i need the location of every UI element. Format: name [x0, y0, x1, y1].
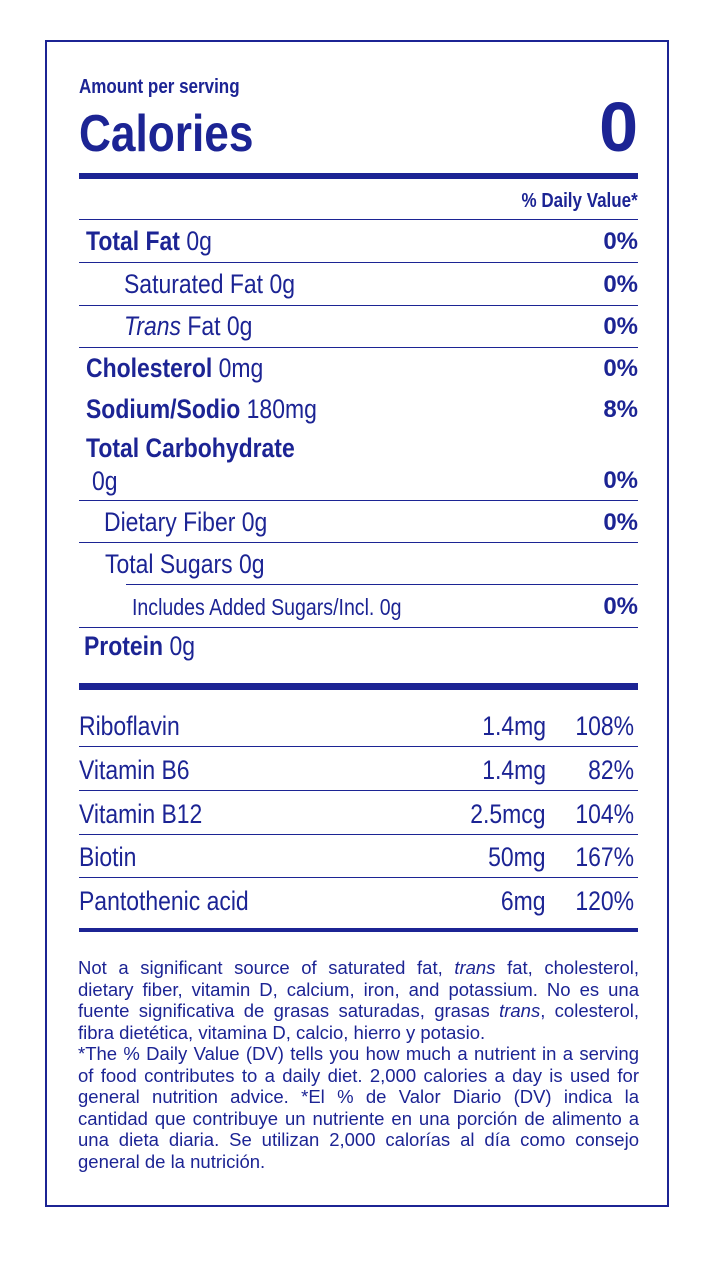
divider	[79, 219, 638, 220]
total-carbohydrate-amount: 0g	[92, 466, 118, 496]
divider	[79, 877, 638, 878]
divider	[79, 500, 638, 501]
trans-fat-row: Trans Fat 0g	[124, 311, 253, 341]
protein-divider	[79, 683, 638, 690]
divider	[79, 746, 638, 747]
divider	[79, 542, 638, 543]
total-sugars-row: Total Sugars 0g	[105, 549, 265, 579]
total-fat-row: Total Fat 0g	[86, 226, 212, 256]
divider	[79, 262, 638, 263]
protein-row: Protein 0g	[84, 631, 195, 661]
saturated-fat-dv: 0%	[603, 271, 638, 298]
dietary-fiber-dv: 0%	[603, 509, 638, 536]
divider	[79, 347, 638, 348]
divider	[79, 834, 638, 835]
divider	[79, 305, 638, 306]
daily-value-header: % Daily Value*	[521, 190, 638, 212]
sodium-row: Sodium/Sodio 180mg	[86, 394, 317, 424]
total-carbohydrate-dv: 0%	[603, 467, 638, 494]
calories-label: Calories	[79, 105, 254, 163]
footnote-daily-value: *The % Daily Value (DV) tells you how mu…	[78, 1043, 639, 1172]
nutrition-facts-panel	[45, 40, 669, 1207]
footnote: Not a significant source of saturated fa…	[78, 957, 639, 1172]
divider	[79, 790, 638, 791]
total-carbohydrate-label: Total Carbohydrate	[86, 433, 295, 463]
footnote-not-significant: Not a significant source of saturated fa…	[78, 957, 639, 1043]
dietary-fiber-row: Dietary Fiber 0g	[104, 507, 268, 537]
added-sugars-dv: 0%	[603, 593, 638, 620]
total-fat-dv: 0%	[603, 228, 638, 255]
calories-divider	[79, 173, 638, 179]
divider	[126, 584, 638, 585]
sodium-dv: 8%	[603, 396, 638, 423]
footnote-divider	[79, 928, 638, 932]
cholesterol-dv: 0%	[603, 355, 638, 382]
cholesterol-row: Cholesterol 0mg	[86, 353, 264, 383]
saturated-fat-row: Saturated Fat 0g	[124, 269, 295, 299]
trans-fat-dv: 0%	[603, 313, 638, 340]
divider	[79, 627, 638, 628]
calories-value: 0	[599, 88, 638, 166]
amount-per-serving-label: Amount per serving	[79, 76, 240, 98]
added-sugars-row: Includes Added Sugars/Incl. 0g	[132, 594, 402, 620]
